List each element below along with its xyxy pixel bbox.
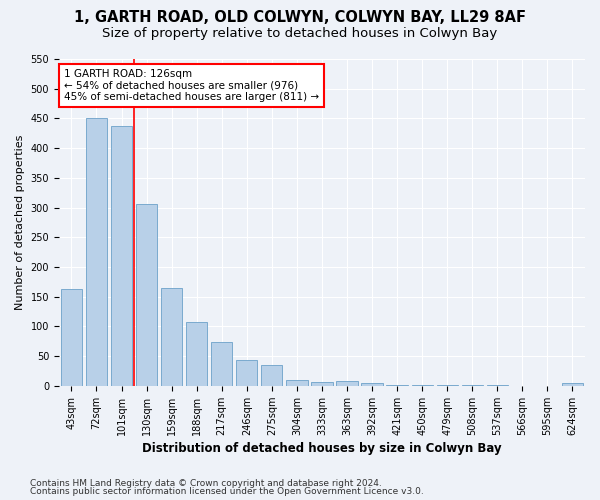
Bar <box>286 380 308 386</box>
Bar <box>236 360 257 386</box>
Bar <box>136 204 157 386</box>
Text: 1 GARTH ROAD: 126sqm
← 54% of detached houses are smaller (976)
45% of semi-deta: 1 GARTH ROAD: 126sqm ← 54% of detached h… <box>64 69 319 102</box>
Bar <box>161 288 182 386</box>
Bar <box>412 384 433 386</box>
Text: Size of property relative to detached houses in Colwyn Bay: Size of property relative to detached ho… <box>103 28 497 40</box>
Text: 1, GARTH ROAD, OLD COLWYN, COLWYN BAY, LL29 8AF: 1, GARTH ROAD, OLD COLWYN, COLWYN BAY, L… <box>74 10 526 25</box>
Text: Contains HM Land Registry data © Crown copyright and database right 2024.: Contains HM Land Registry data © Crown c… <box>30 478 382 488</box>
Bar <box>337 381 358 386</box>
Bar <box>562 384 583 386</box>
Bar <box>211 342 232 386</box>
Bar <box>386 384 408 386</box>
Bar <box>487 385 508 386</box>
Bar <box>261 365 283 386</box>
Bar <box>61 289 82 386</box>
Bar <box>86 118 107 386</box>
Text: Contains public sector information licensed under the Open Government Licence v3: Contains public sector information licen… <box>30 487 424 496</box>
Bar <box>437 385 458 386</box>
Bar <box>111 126 132 386</box>
X-axis label: Distribution of detached houses by size in Colwyn Bay: Distribution of detached houses by size … <box>142 442 502 455</box>
Y-axis label: Number of detached properties: Number of detached properties <box>15 134 25 310</box>
Bar <box>186 322 208 386</box>
Bar <box>361 383 383 386</box>
Bar <box>311 382 332 386</box>
Bar <box>461 385 483 386</box>
